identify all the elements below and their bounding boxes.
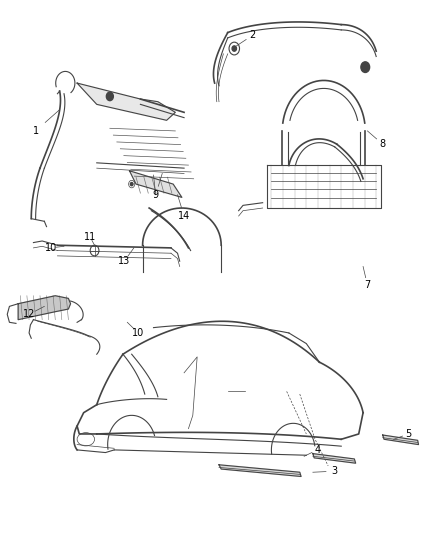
Circle shape — [232, 46, 237, 51]
Text: 2: 2 — [250, 30, 256, 41]
Circle shape — [131, 182, 133, 185]
Polygon shape — [130, 171, 182, 197]
Text: 11: 11 — [84, 232, 96, 243]
Text: 10: 10 — [45, 243, 57, 253]
Circle shape — [361, 62, 370, 72]
Text: 7: 7 — [364, 280, 371, 290]
Text: 12: 12 — [23, 309, 35, 319]
Polygon shape — [77, 83, 175, 120]
Text: 8: 8 — [380, 139, 386, 149]
Polygon shape — [219, 465, 301, 477]
Polygon shape — [383, 435, 419, 445]
Text: 10: 10 — [132, 328, 145, 338]
Text: 1: 1 — [32, 126, 39, 136]
Text: 9: 9 — [152, 190, 159, 200]
Text: 14: 14 — [178, 211, 190, 221]
Text: 4: 4 — [314, 445, 320, 455]
Polygon shape — [313, 454, 356, 463]
Circle shape — [106, 92, 113, 101]
Text: 13: 13 — [118, 256, 131, 266]
Polygon shape — [18, 296, 71, 320]
Text: 5: 5 — [405, 429, 412, 439]
Text: 3: 3 — [332, 466, 338, 476]
